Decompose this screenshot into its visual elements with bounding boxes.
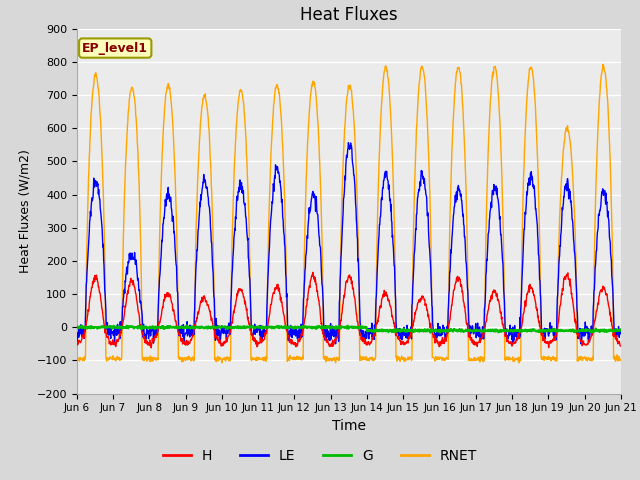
RNET bbox=[180, 356, 188, 362]
Y-axis label: Heat Fluxes (W/m2): Heat Fluxes (W/m2) bbox=[18, 149, 31, 273]
G bbox=[180, 325, 188, 331]
H bbox=[309, 269, 317, 275]
LE bbox=[344, 140, 352, 145]
G bbox=[183, 323, 191, 328]
H bbox=[434, 338, 442, 344]
RNET bbox=[433, 356, 441, 361]
RNET bbox=[552, 355, 560, 360]
G bbox=[434, 328, 442, 334]
G bbox=[553, 328, 561, 334]
H bbox=[553, 330, 561, 336]
RNET bbox=[194, 177, 202, 183]
Line: RNET: RNET bbox=[77, 64, 620, 363]
RNET bbox=[73, 354, 81, 360]
RNET bbox=[255, 356, 263, 362]
LE bbox=[180, 334, 188, 340]
G bbox=[194, 324, 202, 330]
LE bbox=[73, 341, 81, 347]
RNET bbox=[599, 61, 607, 67]
Text: EP_level1: EP_level1 bbox=[82, 42, 148, 55]
RNET bbox=[616, 357, 624, 363]
LE bbox=[433, 332, 441, 338]
Line: H: H bbox=[77, 272, 620, 348]
LE bbox=[616, 327, 624, 333]
G bbox=[255, 324, 263, 330]
RNET bbox=[504, 355, 512, 360]
G bbox=[426, 330, 434, 336]
LE bbox=[504, 336, 512, 342]
G bbox=[73, 324, 81, 330]
LE bbox=[194, 236, 202, 241]
H bbox=[505, 340, 513, 346]
H bbox=[255, 340, 263, 346]
G bbox=[616, 327, 624, 333]
RNET bbox=[218, 360, 226, 366]
H bbox=[73, 343, 81, 348]
X-axis label: Time: Time bbox=[332, 419, 366, 433]
Line: G: G bbox=[77, 325, 620, 333]
LE bbox=[255, 326, 262, 332]
Line: LE: LE bbox=[77, 143, 620, 344]
H bbox=[147, 345, 155, 351]
H bbox=[194, 310, 202, 316]
H bbox=[181, 341, 189, 347]
H bbox=[616, 343, 624, 349]
Legend: H, LE, G, RNET: H, LE, G, RNET bbox=[157, 443, 483, 468]
G bbox=[505, 328, 513, 334]
Title: Heat Fluxes: Heat Fluxes bbox=[300, 6, 397, 24]
LE bbox=[552, 337, 560, 343]
